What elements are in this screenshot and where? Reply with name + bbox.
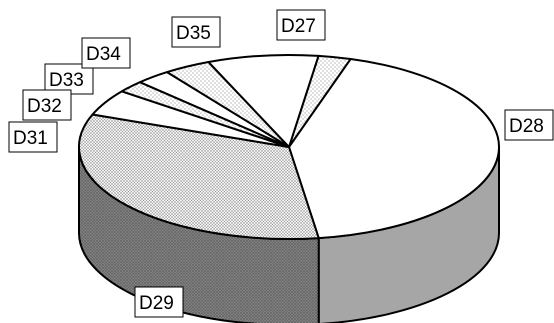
- label-text: D34: [86, 44, 121, 65]
- label-box: [44, 63, 94, 95]
- pie-label-d32: D32: [22, 89, 72, 121]
- label-text: D33: [49, 70, 84, 91]
- label-box: [22, 89, 72, 121]
- label-box: [276, 9, 326, 41]
- label-text: D31: [13, 128, 48, 149]
- pie-label-d35: D35: [171, 16, 221, 48]
- pie-label-d31: D31: [8, 121, 58, 153]
- pie-slice-d35: [207, 54, 320, 148]
- label-box: [171, 16, 221, 48]
- label-box: [504, 109, 554, 141]
- label-text: D27: [281, 16, 316, 37]
- label-text: D29: [139, 293, 174, 314]
- pie-label-d34: D34: [81, 37, 131, 69]
- label-box: [8, 121, 58, 153]
- label-text: D35: [176, 23, 211, 44]
- pie-label-d29: D29: [134, 286, 184, 318]
- pie-slices: [78, 54, 500, 240]
- pie-slice-d28: [288, 58, 500, 240]
- label-box: [134, 286, 184, 318]
- pie-labels: D33 D32 D31 D34 D35 D27 D28 D29: [8, 9, 554, 318]
- pie-label-d27: D27: [276, 9, 326, 41]
- pie-slice-d29: [78, 113, 320, 240]
- pie-label-d28: D28: [504, 109, 554, 141]
- label-text: D28: [509, 116, 544, 137]
- label-text: D32: [27, 96, 62, 117]
- pie-label-d33: D33: [44, 63, 94, 95]
- label-box: [81, 37, 131, 69]
